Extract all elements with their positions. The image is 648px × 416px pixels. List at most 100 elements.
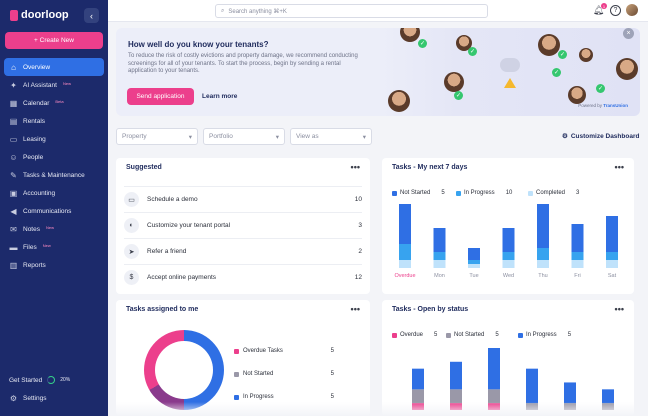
sidebar-item-ai-assistant[interactable]: ✦ AI Assistant New	[4, 76, 104, 94]
sidebar-item-label: Accounting	[23, 189, 56, 197]
bar-completed[interactable]	[606, 260, 618, 268]
notifications-button[interactable]: 🔔︎ 1	[592, 3, 607, 16]
sidebar-item-communications[interactable]: ◀ Communications	[4, 202, 104, 220]
sidebar-item-overview[interactable]: ⌂ Overview	[4, 58, 104, 76]
legend-swatch	[234, 394, 239, 400]
bar-in-progress[interactable]	[488, 348, 500, 390]
sidebar-item-accounting[interactable]: ▣ Accounting	[4, 184, 104, 202]
bar-not-started[interactable]	[412, 389, 424, 404]
bar-not-started[interactable]	[606, 216, 618, 252]
logo-mark-icon	[10, 9, 18, 21]
new-tag: New	[62, 80, 71, 86]
close-banner-button[interactable]: ×	[623, 28, 634, 39]
bar-in-progress[interactable]	[526, 368, 538, 404]
sidebar-item-calendar[interactable]: ▦ Calendar Beta	[4, 94, 104, 112]
get-started-link[interactable]: Get Started 20%	[9, 376, 70, 384]
legend-count: 5	[567, 332, 572, 338]
list-item[interactable]: ◐ Customize your tenant portal 3	[124, 212, 362, 238]
bar-in-progress[interactable]	[571, 252, 584, 260]
sidebar-item-tasks-maintenance[interactable]: ✎ Tasks & Maintenance	[4, 166, 104, 184]
create-new-button[interactable]: + Create New	[5, 32, 103, 49]
tasks-assigned-card: Tasks assigned to me ••• Overdue Tasks 5…	[116, 300, 370, 416]
bar-in-progress[interactable]	[502, 252, 515, 260]
bar-completed[interactable]	[571, 260, 584, 268]
bar-completed[interactable]	[399, 260, 411, 268]
bar-completed[interactable]	[468, 264, 480, 268]
legend-item: Overdue Tasks 5	[234, 348, 334, 354]
tasks-status-chart	[412, 348, 614, 410]
bar-not-started[interactable]	[433, 228, 446, 252]
bar-completed[interactable]	[537, 260, 549, 268]
bar-not-started[interactable]	[488, 389, 500, 404]
customize-dashboard-button[interactable]: ⚙ Customize Dashboard	[562, 132, 639, 141]
bar-in-progress[interactable]	[537, 248, 549, 260]
more-options-button[interactable]: •••	[614, 304, 624, 314]
wrench-icon: ✎	[10, 170, 17, 180]
tenant-photo	[400, 28, 420, 42]
suggestion-label: Schedule a demo	[147, 196, 198, 203]
learn-more-link[interactable]: Learn more	[202, 93, 238, 100]
app-logo[interactable]: doorloop	[10, 9, 69, 21]
more-options-button[interactable]: •••	[350, 304, 360, 314]
bar-not-started[interactable]	[537, 204, 549, 248]
bar-completed[interactable]	[502, 260, 515, 268]
sidebar-item-rentals[interactable]: ▤ Rentals	[4, 112, 104, 130]
filter-placeholder: View as	[296, 133, 319, 140]
suggestion-label: Refer a friend	[147, 248, 187, 255]
help-button[interactable]: ?	[610, 5, 621, 16]
sidebar-item-label: AI Assistant	[23, 81, 57, 89]
sidebar-item-leasing[interactable]: ▭ Leasing	[4, 130, 104, 148]
tenant-photo	[456, 35, 472, 51]
legend-count: 5	[330, 394, 334, 400]
list-item[interactable]: ▭ Schedule a demo 10	[124, 186, 362, 212]
sidebar-item-notes[interactable]: ✉ Notes New	[4, 220, 104, 238]
calculator-icon: ▣	[9, 188, 18, 198]
bar-in-progress[interactable]	[606, 252, 618, 260]
sidebar-nav: ⌂ Overview ✦ AI Assistant New ▦ Calendar…	[4, 58, 104, 274]
bell-icon: 🔔︎	[592, 5, 605, 15]
bar-in-progress[interactable]	[412, 368, 424, 390]
more-options-button[interactable]: •••	[350, 162, 360, 172]
bar-completed[interactable]	[433, 260, 446, 268]
bar-not-started[interactable]	[502, 228, 515, 252]
legend-label: In Progress	[464, 190, 495, 196]
search-input[interactable]: ⌕ Search anything ⌘+K	[215, 4, 488, 18]
send-application-button[interactable]: Send application	[127, 88, 194, 105]
sidebar-item-files[interactable]: ▬ Files New	[4, 238, 104, 256]
legend-item: Completed 3	[528, 190, 579, 196]
x-tick-label: Sat	[608, 273, 617, 279]
bar-in-progress[interactable]	[468, 260, 480, 264]
user-avatar[interactable]	[626, 4, 638, 16]
chart-icon: ▥	[9, 260, 18, 270]
new-tag: New	[42, 242, 51, 248]
bar-not-started[interactable]	[571, 224, 584, 252]
bar-in-progress[interactable]	[399, 244, 411, 260]
settings-link[interactable]: ⚙ Settings	[9, 394, 47, 403]
collapse-sidebar-button[interactable]: ‹	[84, 8, 99, 23]
list-item[interactable]: $ Accept online payments 12	[124, 264, 362, 290]
bar-in-progress[interactable]	[602, 389, 614, 404]
bar-not-started[interactable]	[399, 204, 411, 244]
bar-not-started[interactable]	[468, 248, 480, 260]
list-item[interactable]: ➤ Refer a friend 2	[124, 238, 362, 264]
folder-icon: ▬	[9, 242, 18, 252]
portfolio-filter[interactable]: Portfolio ▾	[203, 128, 285, 145]
beta-tag: Beta	[55, 98, 64, 104]
view-as-filter[interactable]: View as ▾	[290, 128, 372, 145]
sidebar: doorloop ‹ + Create New ⌂ Overview ✦ AI …	[0, 0, 108, 416]
legend-label: Overdue Tasks	[243, 348, 283, 354]
legend-item: Overdue 5	[392, 332, 437, 338]
bar-in-progress[interactable]	[433, 252, 446, 260]
more-options-button[interactable]: •••	[614, 162, 624, 172]
sparkle-icon: ✦	[10, 80, 17, 90]
bar-not-started[interactable]	[450, 389, 462, 404]
property-filter[interactable]: Property ▾	[116, 128, 198, 145]
filter-placeholder: Portfolio	[209, 133, 233, 140]
sidebar-item-reports[interactable]: ▥ Reports	[4, 256, 104, 274]
bar-in-progress[interactable]	[450, 361, 462, 390]
legend-count: 3	[576, 190, 580, 196]
dollar-icon: $	[124, 270, 139, 285]
bar-in-progress[interactable]	[564, 382, 576, 404]
sidebar-item-people[interactable]: ☺ People	[4, 148, 104, 166]
get-started-label: Get Started	[9, 376, 43, 384]
